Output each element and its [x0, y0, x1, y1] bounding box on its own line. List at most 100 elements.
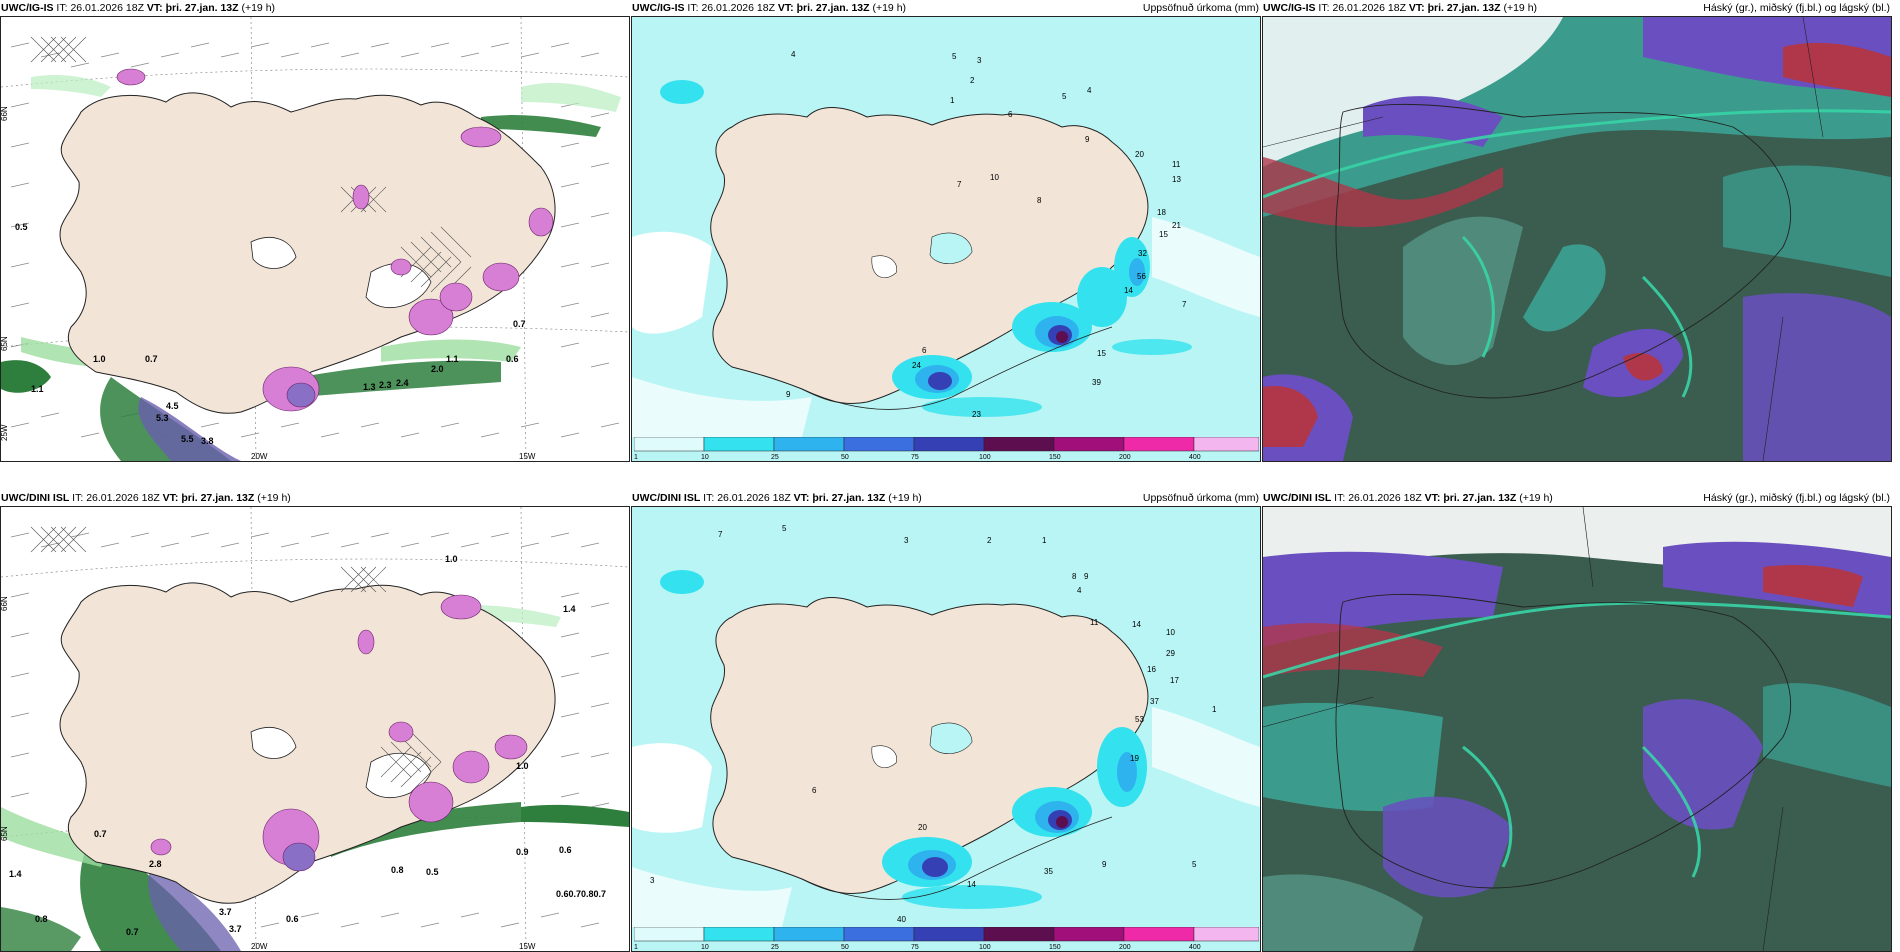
rain-areas — [1, 75, 621, 461]
panel-igis-precip-type: UWC/IG-IS IT: 26.01.2026 18Z VT: þri. 27… — [0, 0, 630, 462]
value-label: 53 — [1135, 715, 1144, 724]
value-label: 24 — [912, 361, 921, 370]
value-label: 3 — [977, 56, 982, 65]
map-igis-accum[interactable]: 4 5 3 1 2 6 5 4 9 7 10 8 20 11 13 18 21 … — [631, 16, 1261, 462]
panel-header: UWC/IG-IS IT: 26.01.2026 18Z VT: þri. 27… — [631, 0, 1261, 16]
value-label: 18 — [1157, 208, 1166, 217]
snow-areas — [150, 594, 528, 872]
value-label: 0.5 — [15, 222, 28, 232]
value-label: 9 — [786, 390, 791, 399]
field-title: Háský (gr.), miðský (fj.bl.) og lágský (… — [1703, 2, 1890, 14]
value-label: 4 — [791, 50, 796, 59]
value-label: 1.0 — [93, 354, 106, 364]
precip-cores — [660, 80, 1192, 417]
lat-label: 65N — [1, 826, 9, 841]
colorbar-tick: 400 — [1189, 454, 1201, 459]
colorbar-tick: 100 — [979, 454, 991, 459]
init-label: IT: — [687, 2, 699, 14]
init-label: IT: — [703, 492, 715, 504]
wind-barbs — [10, 42, 620, 438]
lead-time: (+19 h) — [872, 2, 907, 14]
map-dini-precip-type[interactable]: 66N 65N 20W 15W 1.0 1.4 0.7 1.4 2.8 0.8 … — [0, 506, 630, 952]
value-label: 2.0 — [431, 364, 444, 374]
colorbar-tick: 50 — [841, 944, 849, 949]
model-name: UWC/IG-IS — [1, 2, 54, 14]
value-label: 0.8 — [35, 914, 48, 924]
value-label: 13 — [1172, 175, 1181, 184]
iceland-landmass — [59, 92, 556, 414]
colorbar: 1 10 25 50 75 100 150 200 400 — [634, 437, 1259, 459]
field-title: Uppsöfnuð úrkoma (mm) — [1142, 2, 1259, 14]
iceland-landmass — [710, 597, 1149, 895]
value-label: 8 — [1037, 196, 1042, 205]
value-label: 0.6 — [286, 914, 299, 924]
valid-time: þri. 27.jan. 13Z — [796, 2, 870, 14]
lead-time: (+19 h) — [1519, 492, 1553, 504]
value-label: 14 — [1124, 286, 1133, 295]
colorbar-tick: 10 — [701, 944, 709, 949]
colorbar-tick: 10 — [701, 454, 709, 459]
value-label: 1 — [1042, 536, 1047, 545]
value-label: 21 — [1172, 221, 1181, 230]
value-label: 3.7 — [219, 907, 232, 917]
colorbar-tick: 150 — [1049, 944, 1061, 949]
value-label: 7 — [718, 530, 723, 539]
panel-header: UWC/DINI ISL IT: 26.01.2026 18Z VT: þri.… — [1262, 490, 1892, 506]
model-name: UWC/IG-IS — [632, 2, 685, 14]
panel-header: UWC/DINI ISL IT: 26.01.2026 18Z VT: þri.… — [0, 490, 630, 506]
model-name: UWC/DINI ISL — [632, 492, 701, 504]
colorbar: 1 10 25 50 75 100 150 200 400 — [634, 927, 1259, 949]
map-igis-clouds[interactable] — [1262, 16, 1892, 462]
colorbar-tick: 1 — [634, 454, 638, 459]
init-label: IT: — [1318, 2, 1330, 14]
valid-time: þri. 27.jan. 13Z — [1427, 2, 1501, 14]
cloud-cover-map — [1263, 507, 1891, 951]
value-label: 4.5 — [166, 401, 179, 411]
value-label: 2.8 — [149, 859, 162, 869]
value-label: 40 — [897, 915, 906, 924]
value-label: 5.3 — [156, 413, 169, 423]
valid-label: VT: — [777, 2, 794, 14]
value-label: 0.7 — [513, 319, 526, 329]
value-label: 0.7 — [94, 829, 107, 839]
lead-time: (+19 h) — [1503, 2, 1538, 14]
precip-type-map: 66N 65N 20W 15W 25W 0.5 1.0 0.7 1.1 4.5 … — [1, 17, 629, 461]
value-label: 5 — [1192, 860, 1197, 869]
value-label: 11 — [1172, 160, 1181, 169]
init-time: 26.01.2026 18Z — [1332, 2, 1406, 14]
value-label: 2 — [987, 536, 992, 545]
value-label: 9 — [1085, 135, 1090, 144]
iceland-landmass — [710, 107, 1149, 405]
value-label: 1.4 — [563, 604, 576, 614]
value-label: 17 — [1170, 676, 1179, 685]
value-label: 8 — [1072, 572, 1077, 581]
value-label: 9 — [1102, 860, 1107, 869]
valid-time: þri. 27.jan. 13Z — [165, 2, 239, 14]
value-label: 0.6 — [506, 354, 519, 364]
panel-header: UWC/DINI ISL IT: 26.01.2026 18Z VT: þri.… — [631, 490, 1261, 506]
lon-label: 15W — [519, 452, 536, 461]
init-label: IT: — [72, 492, 84, 504]
value-label: 9 — [1084, 572, 1089, 581]
value-label: 7 — [1182, 300, 1187, 309]
panel-igis-clouds: UWC/IG-IS IT: 26.01.2026 18Z VT: þri. 27… — [1262, 0, 1892, 462]
snow-areas — [116, 68, 554, 412]
panel-header: UWC/IG-IS IT: 26.01.2026 18Z VT: þri. 27… — [0, 0, 630, 16]
map-dini-accum[interactable]: 7 5 3 2 1 8 9 4 11 14 10 29 16 17 37 53 … — [631, 506, 1261, 952]
lead-time: (+19 h) — [241, 2, 276, 14]
value-label: 7 — [957, 180, 962, 189]
init-time: 26.01.2026 18Z — [717, 492, 791, 504]
value-label: 5 — [1062, 92, 1067, 101]
value-label: 56 — [1137, 272, 1146, 281]
value-label: 10 — [990, 173, 999, 182]
value-label: 0.9 — [516, 847, 529, 857]
iceland-landmass — [59, 582, 556, 904]
value-label: 1.0 — [516, 761, 529, 771]
value-label: 0.7 — [145, 354, 158, 364]
value-label: 5 — [952, 52, 957, 61]
value-label: 5.5 — [181, 434, 194, 444]
map-igis-precip-type[interactable]: 66N 65N 20W 15W 25W 0.5 1.0 0.7 1.1 4.5 … — [0, 16, 630, 462]
map-dini-clouds[interactable] — [1262, 506, 1892, 952]
value-label: 0.5 — [426, 867, 439, 877]
init-time: 26.01.2026 18Z — [1348, 492, 1422, 504]
